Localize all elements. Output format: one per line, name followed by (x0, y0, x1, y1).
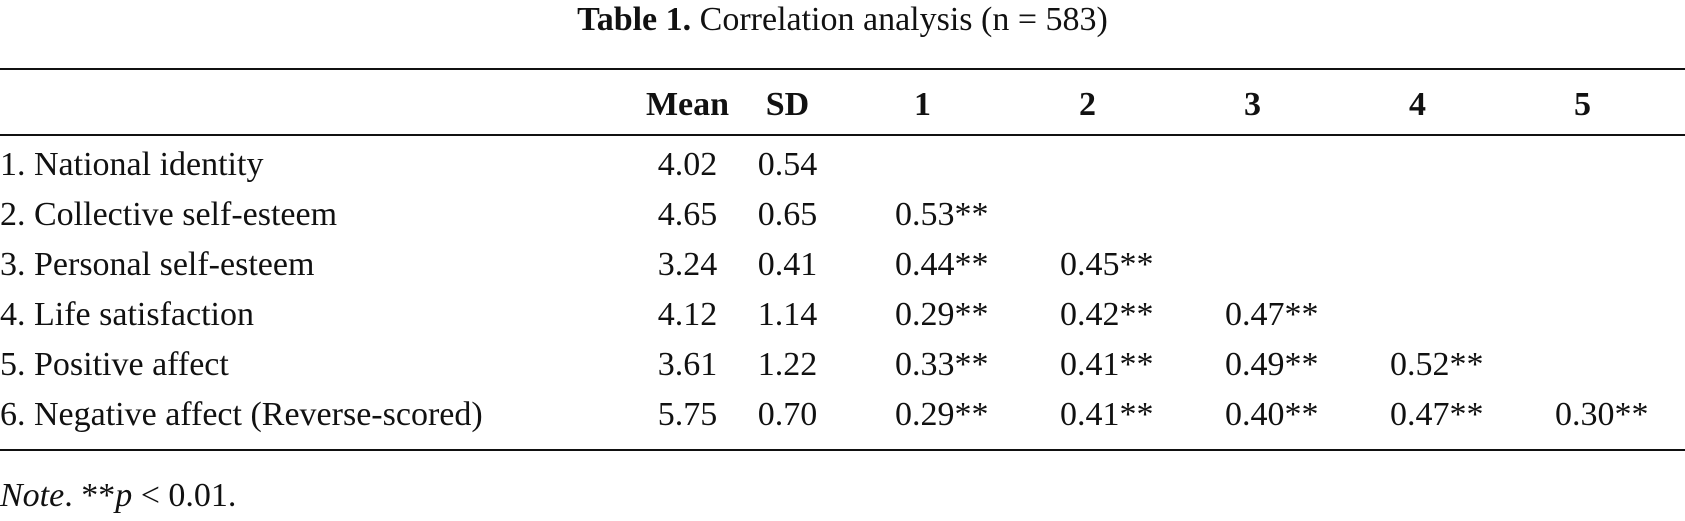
correlation-cell: 0.52** (1390, 346, 1484, 383)
correlation-cell: 0.29** (895, 296, 989, 333)
sd-value: 1.14 (757, 296, 818, 333)
header-variable (0, 76, 640, 134)
table-row: 6. Negative affect (Reverse-scored) 5.75… (0, 390, 1665, 440)
note-p-symbol: p (115, 477, 133, 514)
sd-value: 0.41 (757, 246, 818, 283)
table-caption: Table 1. Correlation analysis (n = 583) (0, 0, 1685, 44)
variable-name: 1. National identity (0, 146, 264, 183)
correlation-cell: 0.44** (895, 246, 989, 283)
note-prefix: . ** (64, 477, 116, 514)
header-row: Mean SD 1 2 3 4 5 (0, 76, 1665, 134)
correlation-cell: 0.40** (1225, 396, 1319, 433)
table-row: 1. National identity 4.02 0.54 (0, 134, 1665, 190)
note-suffix: < 0.01. (132, 477, 237, 514)
header-col-1: 1 (914, 86, 931, 123)
variable-name: 3. Personal self-esteem (0, 246, 315, 283)
correlation-cell: 0.49** (1225, 346, 1319, 383)
correlation-cell: 0.47** (1225, 296, 1319, 333)
header-rule (0, 134, 1685, 136)
correlation-cell: 0.33** (895, 346, 989, 383)
table-row: 2. Collective self-esteem 4.65 0.65 0.53… (0, 190, 1665, 240)
table-row: 5. Positive affect 3.61 1.22 0.33** 0.41… (0, 340, 1665, 390)
bottom-rule (0, 449, 1685, 451)
header-col-3: 3 (1244, 86, 1261, 123)
sd-value: 1.22 (757, 346, 818, 383)
mean-value: 4.65 (657, 196, 718, 233)
top-rule (0, 68, 1685, 70)
correlation-cell: 0.53** (895, 196, 989, 233)
header-sd: SD (765, 86, 810, 123)
header-col-2: 2 (1079, 86, 1096, 123)
table-row: 3. Personal self-esteem 3.24 0.41 0.44**… (0, 240, 1665, 290)
variable-name: 6. Negative affect (Reverse-scored) (0, 396, 483, 433)
mean-value: 4.02 (657, 146, 718, 183)
table-note: Note. **p < 0.01. (0, 476, 236, 516)
correlation-cell: 0.41** (1060, 346, 1154, 383)
correlation-cell: 0.45** (1060, 246, 1154, 283)
header-col-5: 5 (1574, 86, 1591, 123)
variable-name: 2. Collective self-esteem (0, 196, 338, 233)
variable-name: 4. Life satisfaction (0, 296, 254, 333)
mean-value: 3.61 (657, 346, 718, 383)
correlation-cell: 0.29** (895, 396, 989, 433)
sd-value: 0.70 (757, 396, 818, 433)
variable-name: 5. Positive affect (0, 346, 229, 383)
header-mean: Mean (645, 86, 730, 123)
correlation-table: Mean SD 1 2 3 4 5 1. National identity 4… (0, 76, 1665, 440)
sd-value: 0.54 (757, 146, 818, 183)
mean-value: 3.24 (657, 246, 718, 283)
table-row: 4. Life satisfaction 4.12 1.14 0.29** 0.… (0, 290, 1665, 340)
note-label: Note (0, 477, 65, 514)
header-col-4: 4 (1409, 86, 1426, 123)
correlation-cell: 0.42** (1060, 296, 1154, 333)
correlation-cell: 0.41** (1060, 396, 1154, 433)
sd-value: 0.65 (757, 196, 818, 233)
mean-value: 4.12 (657, 296, 718, 333)
table-caption-label: Table 1. (577, 1, 692, 38)
mean-value: 5.75 (657, 396, 718, 433)
correlation-cell: 0.30** (1555, 396, 1649, 433)
table-caption-text: Correlation analysis (n = 583) (699, 1, 1108, 38)
correlation-cell: 0.47** (1390, 396, 1484, 433)
